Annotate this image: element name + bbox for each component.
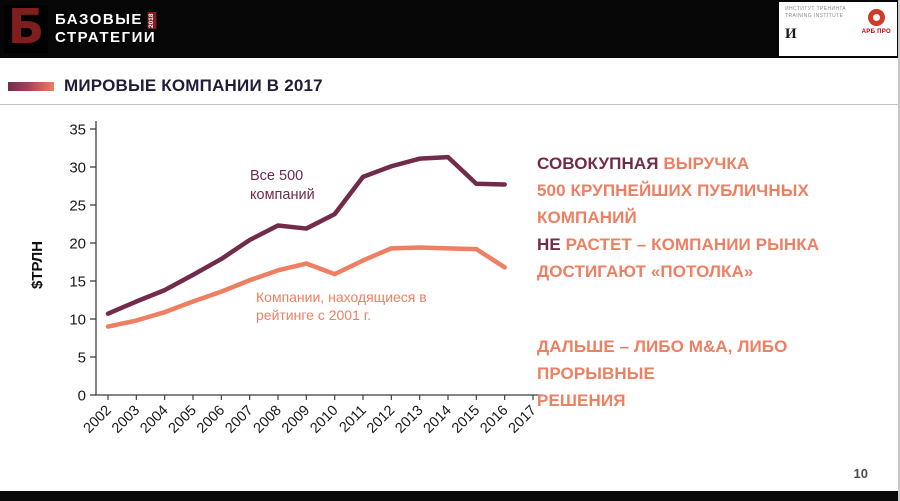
y-tick-label: 5 <box>78 350 86 367</box>
series2-annotation: Компании, находящиеся в рейтинге с 2001 … <box>256 289 427 324</box>
slide-title: МИРОВЫЕ КОМПАНИИ В 2017 <box>64 76 323 95</box>
slide-title-row: МИРОВЫЕ КОМПАНИИ В 2017 <box>8 76 323 96</box>
brand-mark-icon: Б <box>4 5 48 53</box>
key-message-segment: ДАЛЬШЕ – ЛИБО M&A, ЛИБО ПРОРЫВНЫЕ <box>537 337 788 383</box>
y-tick-label: 10 <box>69 312 86 329</box>
brand-line2: СТРАТЕГИИ <box>55 29 157 46</box>
x-tick-label: 2008 <box>251 403 285 437</box>
x-tick-label: 2002 <box>81 403 115 437</box>
y-tick-label: 15 <box>69 274 86 291</box>
training-institute-name-ru: ИНСТИТУТ ТРЕНИНГА <box>785 6 847 12</box>
x-tick-label: 2003 <box>109 403 143 437</box>
arb-pro-logo: АРБ ПРО <box>862 6 891 35</box>
x-tick-label: 2013 <box>392 403 426 437</box>
key-message-paragraph-1: СОВОКУПНАЯ ВЫРУЧКА 500 КРУПНЕЙШИХ ПУБЛИЧН… <box>537 150 895 285</box>
y-tick-label: 30 <box>69 160 86 177</box>
y-tick-label: 0 <box>78 388 86 405</box>
title-accent-bar-icon <box>8 81 54 91</box>
training-institute-logo: ИНСТИТУТ ТРЕНИНГА TRAINING INSTITUTE И <box>785 6 846 45</box>
series-line-2 <box>105 245 507 329</box>
y-tick-label: 25 <box>69 198 86 215</box>
arb-pro-circle-icon <box>867 9 885 26</box>
key-message-segment: СОВОКУПНАЯ <box>537 154 664 173</box>
x-tick-label: 2007 <box>222 403 256 437</box>
page-number: 10 <box>853 466 868 481</box>
x-tick-label: 2017 <box>506 403 540 437</box>
partner-logos: ИНСТИТУТ ТРЕНИНГА TRAINING INSTITUTE И А… <box>779 2 897 56</box>
series-line-1 <box>105 154 507 316</box>
x-tick-label: 2005 <box>166 403 200 437</box>
title-divider <box>0 104 898 105</box>
key-message: СОВОКУПНАЯ ВЫРУЧКА 500 КРУПНЕЙШИХ ПУБЛИЧН… <box>537 150 895 414</box>
brand-text: БАЗОВЫЕ 2018 СТРАТЕГИИ <box>55 11 157 47</box>
chart-axes <box>95 121 542 396</box>
training-institute-name-en: TRAINING INSTITUTE <box>785 13 844 19</box>
key-message-segment: 500 КРУПНЕЙШИХ ПУБЛИЧНЫХ КОМПАНИЙ <box>537 181 809 227</box>
y-tick-label: 35 <box>69 122 86 139</box>
key-message-segment: РЕШЕНИЯ <box>537 391 626 410</box>
brand-year-badge: 2018 <box>147 11 157 29</box>
arb-pro-label: АРБ ПРО <box>861 29 891 35</box>
top-header-bar: Б БАЗОВЫЕ 2018 СТРАТЕГИИ ИНСТИТУТ ТРЕНИН… <box>0 0 898 58</box>
y-axis-title: $ТРЛН <box>29 241 46 289</box>
x-tick-label: 2016 <box>477 403 511 437</box>
x-tick-label: 2004 <box>137 403 171 437</box>
training-institute-monogram-icon: И <box>785 26 798 42</box>
brand-logo: Б БАЗОВЫЕ 2018 СТРАТЕГИИ <box>0 5 157 53</box>
chart-svg: 0510152025303520022003200420052006200720… <box>29 121 542 437</box>
x-tick-label: 2011 <box>336 403 369 436</box>
brand-line1: БАЗОВЫЕ <box>55 11 143 28</box>
x-tick-label: 2006 <box>194 403 228 437</box>
bottom-bar <box>0 491 898 501</box>
x-tick-label: 2014 <box>421 403 455 437</box>
key-message-segment: НЕ <box>537 235 566 254</box>
x-tick-label: 2010 <box>307 403 341 437</box>
key-message-segment: ДОСТИГАЮТ «ПОТОЛКА» <box>537 262 754 281</box>
series1-annotation: Все 500 компаний <box>250 168 315 203</box>
chart: 0 5 10 15 20 25 30 35 2002 2003 2004 2005 2006 2007 20… <box>28 115 558 463</box>
key-message-paragraph-2: ДАЛЬШЕ – ЛИБО M&A, ЛИБО ПРОРЫВНЫЕ РЕШЕНИЯ <box>537 333 895 414</box>
x-tick-label: 2012 <box>364 403 398 437</box>
x-tick-label: 2009 <box>279 403 313 437</box>
y-tick-label: 20 <box>69 236 86 253</box>
x-tick-label: 2015 <box>449 403 483 437</box>
key-message-segment: РАСТЕТ – КОМПАНИИ РЫНКА <box>565 235 820 254</box>
key-message-segment: ВЫРУЧКА <box>663 154 750 173</box>
